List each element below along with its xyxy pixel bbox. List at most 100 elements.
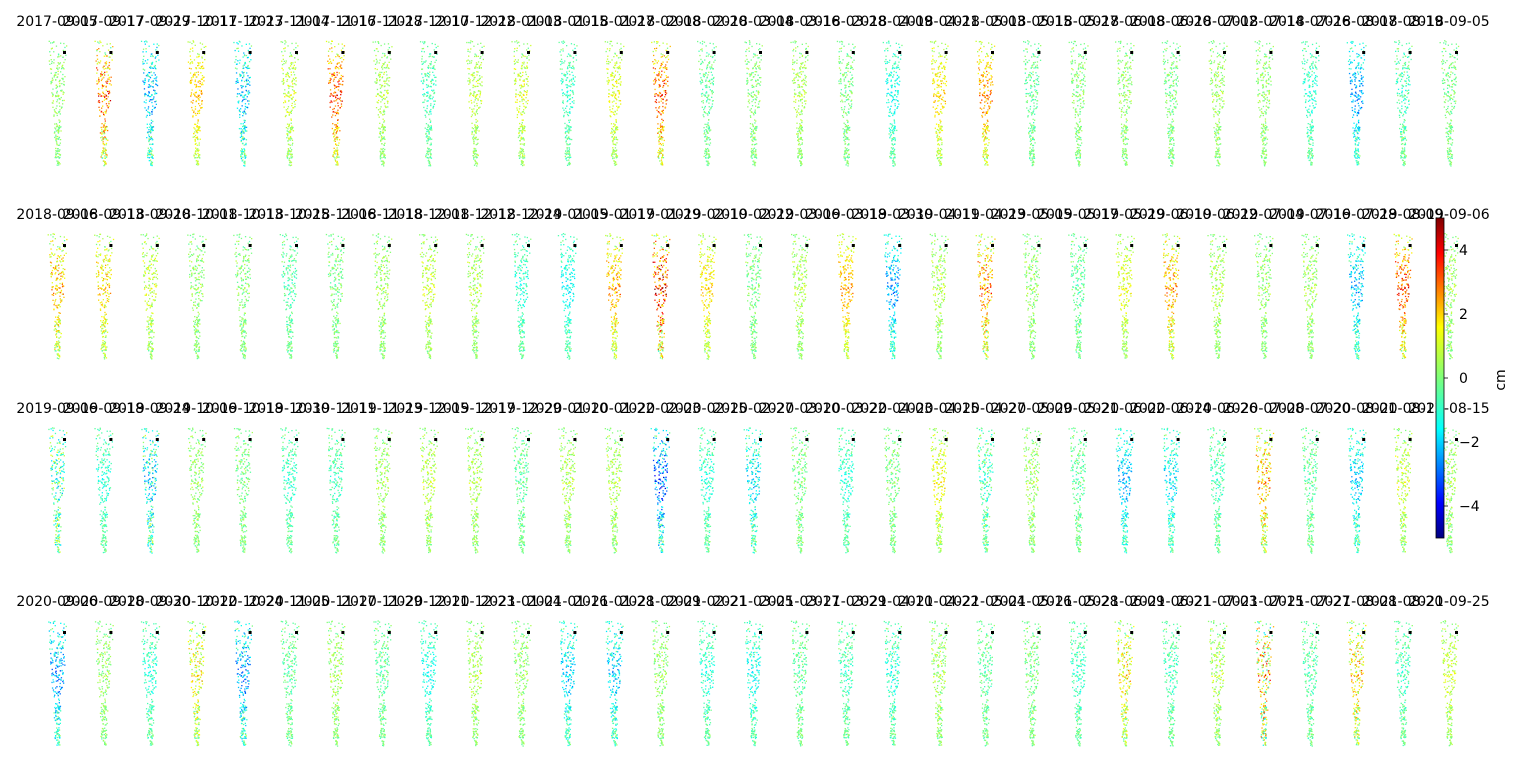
deformation-point (200, 86, 201, 87)
deformation-point (705, 129, 706, 130)
deformation-point (151, 122, 152, 123)
deformation-point (659, 134, 660, 135)
deformation-point (105, 150, 106, 151)
deformation-point (245, 129, 246, 130)
deformation-point (151, 120, 152, 121)
deformation-point (61, 68, 62, 69)
deformation-point (111, 84, 112, 85)
deformation-point (374, 81, 375, 82)
deformation-point (238, 51, 239, 52)
deformation-point (712, 93, 713, 94)
deformation-point (473, 79, 474, 80)
deformation-point (285, 62, 286, 63)
deformation-point (747, 78, 748, 79)
deformation-point (476, 144, 477, 145)
deformation-point (705, 81, 706, 82)
deformation-point (57, 136, 58, 137)
deformation-point (291, 43, 292, 44)
deformation-point (198, 98, 199, 99)
deformation-point (334, 46, 335, 47)
deformation-point (701, 82, 702, 83)
deformation-point (521, 137, 522, 138)
deformation-point (194, 124, 195, 125)
deformation-point (106, 90, 107, 91)
deformation-point (607, 59, 608, 60)
deformation-point (614, 163, 615, 164)
deformation-point (326, 41, 327, 42)
deformation-point (705, 148, 706, 149)
deformation-point (202, 62, 203, 63)
deformation-point (656, 48, 657, 49)
deformation-point (147, 132, 148, 133)
deformation-point (112, 46, 113, 47)
deformation-point (51, 63, 52, 64)
deformation-point (380, 113, 381, 114)
deformation-point (707, 74, 708, 75)
deformation-point (329, 48, 330, 49)
deformation-point (244, 128, 245, 129)
deformation-point (244, 81, 245, 82)
deformation-point (60, 143, 61, 144)
deformation-point (702, 107, 703, 108)
deformation-point (102, 153, 103, 154)
deformation-point (561, 55, 562, 56)
deformation-point (96, 73, 97, 74)
deformation-point (424, 73, 425, 74)
deformation-point (101, 127, 102, 128)
deformation-point (565, 74, 566, 75)
deformation-point (291, 126, 292, 127)
deformation-point (109, 79, 110, 80)
deformation-point (479, 83, 480, 84)
deformation-point (425, 62, 426, 63)
deformation-point (250, 54, 251, 55)
deformation-point (384, 90, 385, 91)
deformation-point (336, 156, 337, 157)
deformation-point (286, 74, 287, 75)
deformation-point (477, 64, 478, 65)
deformation-point (705, 106, 706, 107)
deformation-panel-2018-02-20 (697, 41, 717, 166)
deformation-point (286, 127, 287, 128)
deformation-point (524, 67, 525, 68)
deformation-point (522, 153, 523, 154)
deformation-point (707, 148, 708, 149)
deformation-point (294, 74, 295, 75)
deformation-point (292, 127, 293, 128)
deformation-point (102, 106, 103, 107)
deformation-point (104, 123, 105, 124)
deformation-point (568, 131, 569, 132)
deformation-point (713, 92, 714, 93)
deformation-point (616, 99, 617, 100)
deformation-point (59, 145, 60, 146)
deformation-point (660, 125, 661, 126)
deformation-point (566, 160, 567, 161)
deformation-point (519, 130, 520, 131)
deformation-point (568, 160, 569, 161)
deformation-point (51, 73, 52, 74)
deformation-panel-2018-01-15 (559, 41, 578, 167)
deformation-point (704, 136, 705, 137)
deformation-point (197, 157, 198, 158)
deformation-point (197, 113, 198, 114)
deformation-point (620, 62, 621, 63)
deformation-point (63, 62, 64, 63)
deformation-point (147, 115, 148, 116)
deformation-point (427, 105, 428, 106)
deformation-point (476, 165, 477, 166)
deformation-point (249, 100, 250, 101)
deformation-point (96, 50, 97, 51)
deformation-point (564, 60, 565, 61)
deformation-point (236, 68, 237, 69)
deformation-point (567, 73, 568, 74)
deformation-point (703, 100, 704, 101)
deformation-point (705, 157, 706, 158)
deformation-point (330, 96, 331, 97)
deformation-point (523, 111, 524, 112)
deformation-point (197, 65, 198, 66)
deformation-point (101, 74, 102, 75)
deformation-point (63, 81, 64, 82)
deformation-point (95, 41, 96, 42)
deformation-point (97, 63, 98, 64)
deformation-point (704, 74, 705, 75)
